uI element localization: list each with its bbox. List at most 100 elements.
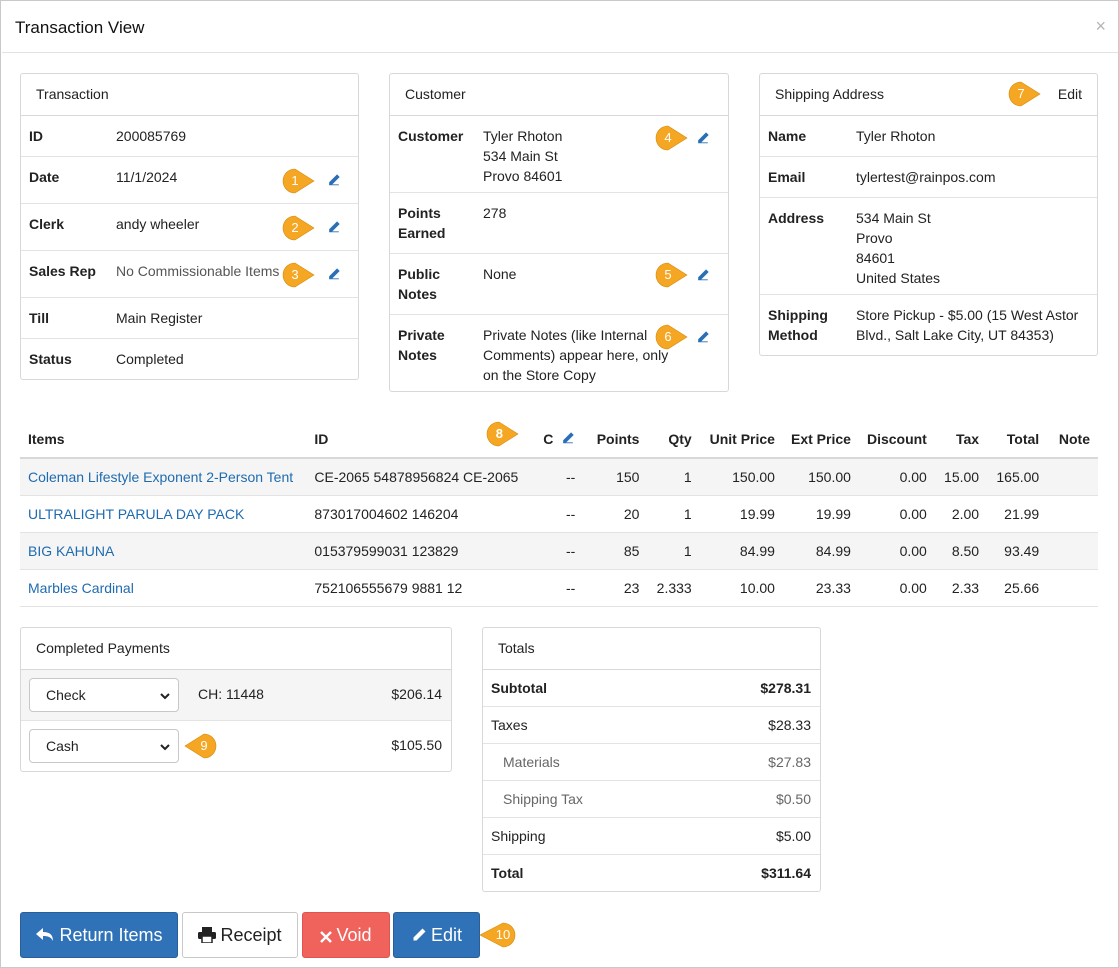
- payment-method-value: Check: [46, 687, 86, 703]
- payment-amount: $105.50: [391, 737, 442, 753]
- item-tax: 15.00: [934, 458, 988, 496]
- table-row: Coleman Lifestyle Exponent 2-Person Tent…: [20, 458, 1098, 496]
- taxes-value: $28.33: [768, 717, 811, 733]
- col-c: 8 C: [487, 421, 584, 459]
- shipping-value: $5.00: [775, 828, 811, 844]
- col-tax: Tax: [934, 421, 988, 459]
- private-notes-label: Private: [398, 327, 445, 343]
- callout-marker: 7: [1008, 81, 1042, 107]
- payment-method-select[interactable]: Cash: [29, 729, 179, 763]
- edit-customer-pencil-icon[interactable]: [696, 131, 710, 145]
- payments-panel-title: Completed Payments: [21, 628, 451, 670]
- void-label: Void: [336, 925, 372, 945]
- transaction-panel: Transaction ID 200085769 Date 11/1/2024 …: [20, 73, 359, 380]
- edit-shipping-link[interactable]: Edit: [1057, 86, 1082, 102]
- item-ext-price: 19.99: [782, 495, 859, 533]
- item-discount: 0.00: [858, 569, 935, 607]
- payment-row: Cash 9 $105.50: [21, 722, 451, 771]
- edit-button[interactable]: Edit: [393, 912, 480, 958]
- chevron-down-icon: [160, 693, 170, 700]
- item-points: 150: [583, 458, 648, 496]
- customer-city-zip: Provo 84601: [483, 168, 563, 184]
- item-total: 25.66: [987, 569, 1048, 607]
- close-icon[interactable]: ×: [1095, 16, 1106, 36]
- transaction-id-row: ID 200085769: [21, 116, 358, 157]
- shipping-row: Shipping $5.00: [483, 818, 820, 855]
- col-points: Points: [583, 421, 648, 459]
- callout-marker: 6: [655, 324, 689, 350]
- shipping-name-row: Name Tyler Rhoton: [760, 116, 1097, 157]
- address-line-4: United States: [856, 270, 941, 286]
- item-link[interactable]: Marbles Cardinal: [28, 579, 134, 596]
- item-c: --: [526, 458, 584, 496]
- shipping-label: Shipping: [491, 828, 546, 844]
- shipping-tax-row: Shipping Tax $0.50: [483, 781, 820, 818]
- item-unit-price: 19.99: [699, 495, 783, 533]
- edit-private-notes-pencil-icon[interactable]: [696, 330, 710, 344]
- edit-sales-rep-pencil-icon[interactable]: [327, 267, 341, 281]
- item-discount: 0.00: [858, 532, 935, 570]
- item-qty: 1: [647, 532, 700, 570]
- item-link[interactable]: Coleman Lifestyle Exponent 2-Person Tent: [28, 468, 294, 485]
- item-note: [1047, 569, 1098, 607]
- transaction-status-row: Status Completed: [21, 339, 358, 379]
- points-value: 278: [483, 205, 507, 221]
- payment-row: Check CH: 11448 $206.14: [21, 670, 451, 721]
- item-ext-price: 23.33: [782, 569, 859, 607]
- item-c: --: [526, 569, 584, 607]
- edit-date-pencil-icon[interactable]: [327, 173, 341, 187]
- address-line-3: 84601: [856, 250, 895, 266]
- item-ext-price: 84.99: [782, 532, 859, 570]
- totals-panel: Totals Subtotal $278.31 Taxes $28.33 Mat…: [482, 627, 821, 892]
- taxes-row: Taxes $28.33: [483, 707, 820, 744]
- customer-label: Customer: [398, 128, 464, 144]
- item-link[interactable]: ULTRALIGHT PARULA DAY PACK: [28, 505, 245, 522]
- sales-rep-label: Sales Rep: [29, 263, 96, 279]
- item-discount: 0.00: [858, 495, 935, 533]
- customer-row: Customer Tyler Rhoton 534 Main St Provo …: [390, 116, 728, 193]
- edit-public-notes-pencil-icon[interactable]: [696, 268, 710, 282]
- item-id: CE-2065 54878956824 CE-2065: [306, 458, 527, 496]
- customer-panel: Customer Customer Tyler Rhoton 534 Main …: [389, 73, 729, 392]
- item-qty: 1: [647, 495, 700, 533]
- item-qty: 1: [647, 458, 700, 496]
- return-items-button[interactable]: Return Items: [20, 912, 178, 958]
- printer-icon: [198, 927, 217, 943]
- subtotal-row: Subtotal $278.31: [483, 670, 820, 707]
- edit-clerk-pencil-icon[interactable]: [327, 220, 341, 234]
- address-label: Address: [768, 210, 825, 226]
- shipping-method-label: Shipping: [768, 307, 828, 323]
- item-tax: 2.00: [934, 495, 988, 533]
- item-id: 873017004602 146204: [306, 495, 527, 533]
- item-id: 015379599031 123829: [306, 532, 527, 570]
- email-label: Email: [768, 169, 806, 185]
- dialog-title: Transaction View: [15, 18, 145, 37]
- edit-c-pencil-icon[interactable]: [561, 431, 575, 445]
- col-note: Note: [1047, 421, 1098, 459]
- completed-payments-panel: Completed Payments Check CH: 11448 $206.…: [20, 627, 452, 772]
- points-label: Points: [398, 205, 441, 221]
- subtotal-value: $278.31: [760, 680, 811, 696]
- void-button[interactable]: Void: [302, 912, 390, 958]
- table-row: BIG KAHUNA 015379599031 123829 -- 85 1 8…: [20, 532, 1098, 570]
- item-note: [1047, 532, 1098, 570]
- callout-marker: 2: [282, 215, 316, 241]
- transaction-clerk-row: Clerk andy wheeler 2: [21, 204, 358, 251]
- item-ext-price: 150.00: [782, 458, 859, 496]
- shipping-name-value: Tyler Rhoton: [856, 128, 936, 144]
- item-link[interactable]: BIG KAHUNA: [28, 542, 115, 559]
- chevron-down-icon: [160, 744, 170, 751]
- shipping-tax-label: Shipping Tax: [503, 791, 583, 807]
- item-unit-price: 10.00: [699, 569, 783, 607]
- item-points: 85: [583, 532, 648, 570]
- receipt-button[interactable]: Receipt: [182, 912, 298, 958]
- item-c: --: [526, 495, 584, 533]
- payment-method-select[interactable]: Check: [29, 678, 179, 712]
- item-unit-price: 150.00: [699, 458, 783, 496]
- sales-rep-value: No Commissionable Items: [116, 263, 280, 279]
- col-items: Items: [20, 421, 307, 459]
- private-notes-label-line-2: Notes: [398, 347, 437, 363]
- public-notes-label-line-2: Notes: [398, 286, 437, 302]
- status-value: Completed: [116, 351, 184, 367]
